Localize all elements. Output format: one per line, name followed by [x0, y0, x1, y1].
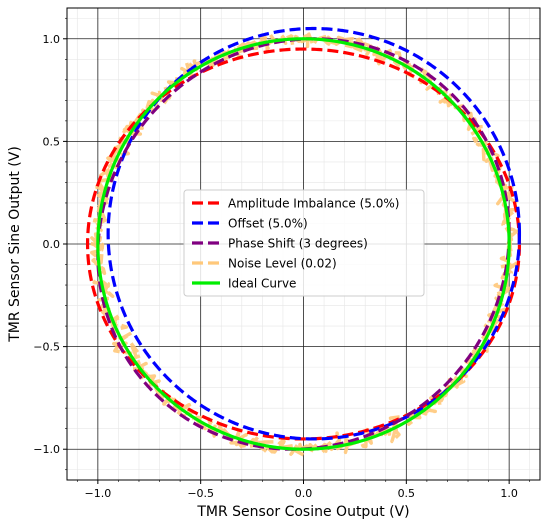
- series-layer: [85, 26, 522, 457]
- y-axis-label: TMR Sensor Sine Output (V): [7, 146, 23, 343]
- y-tick-label: 0.0: [43, 238, 61, 251]
- legend: Amplitude Imbalance (5.0%) Offset (5.0%) P…: [183, 189, 425, 297]
- y-tick-label: 1.0: [43, 33, 61, 46]
- legend-frame: [183, 189, 425, 297]
- x-tick-label: 0.0: [295, 487, 313, 500]
- series-line-4: [96, 37, 511, 451]
- x-tick-label: −0.5: [187, 487, 214, 500]
- x-tick-label: 0.5: [398, 487, 416, 500]
- x-tick-label: −1.0: [84, 487, 111, 500]
- x-tick-label: 1.0: [500, 487, 518, 500]
- y-tick-label: −0.5: [33, 341, 60, 354]
- x-axis-label: TMR Sensor Cosine Output (V): [196, 504, 409, 520]
- legend-entry-label: Phase Shift (3 degrees): [228, 237, 368, 251]
- ticks: [63, 17, 531, 484]
- y-tick-label: −1.0: [33, 443, 60, 456]
- legend-entry-label: Ideal Curve: [228, 277, 296, 291]
- series-line-1: [106, 26, 522, 441]
- legend-entry-label: Offset (5.0%): [228, 217, 308, 231]
- y-tick-label: 0.5: [43, 135, 61, 148]
- legend-entry-label: Noise Level (0.02): [228, 257, 337, 271]
- legend-entry-label: Amplitude Imbalance (5.0%): [228, 197, 399, 211]
- tick-labels: −1.0 −0.5 0.0 0.5 1.0 −1.0 −0.5 0.0 0.5 1.0: [33, 33, 518, 500]
